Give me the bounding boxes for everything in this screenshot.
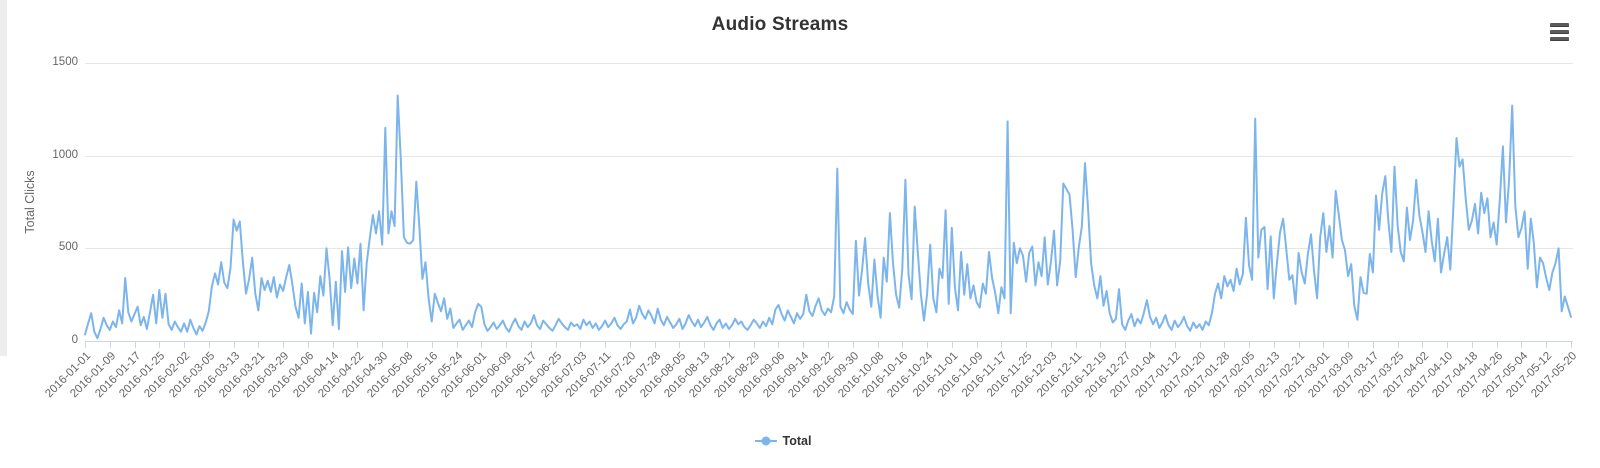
x-tick-mark	[1397, 342, 1399, 348]
page-edge-strip	[0, 0, 7, 356]
hamburger-icon	[1549, 37, 1569, 41]
legend-marker-icon	[754, 436, 777, 446]
x-tick-mark	[208, 342, 210, 348]
hamburger-icon	[1549, 23, 1569, 27]
x-tick-mark	[704, 342, 706, 348]
x-tick-mark	[332, 342, 334, 348]
x-tick-mark	[1149, 342, 1151, 348]
chart-context-menu-button[interactable]	[1546, 21, 1572, 43]
x-tick-mark	[456, 342, 458, 348]
x-tick-mark	[1273, 342, 1275, 348]
y-tick-label: 0	[71, 334, 78, 346]
x-tick-mark	[1298, 342, 1300, 348]
x-tick-mark	[481, 342, 483, 348]
legend: Total	[0, 434, 1600, 448]
x-tick-mark	[1447, 342, 1449, 348]
x-tick-mark	[1224, 342, 1226, 348]
x-tick-mark	[679, 342, 681, 348]
x-tick-mark	[109, 342, 111, 348]
x-tick-mark	[852, 342, 854, 348]
x-tick-mark	[555, 342, 557, 348]
y-gridline	[85, 248, 1573, 250]
x-tick-mark	[1199, 342, 1201, 348]
x-tick-mark	[406, 342, 408, 348]
x-tick-mark	[778, 342, 780, 348]
x-tick-mark	[357, 342, 359, 348]
x-tick-mark	[307, 342, 309, 348]
x-tick-mark	[258, 342, 260, 348]
x-tick-mark	[654, 342, 656, 348]
x-tick-mark	[1075, 342, 1077, 348]
x-tick-mark	[85, 342, 86, 348]
x-tick-mark	[828, 342, 829, 348]
hamburger-icon	[1549, 30, 1569, 34]
series-total-line	[84, 94, 1572, 340]
x-tick-mark	[580, 342, 582, 348]
x-tick-mark	[803, 342, 805, 348]
x-tick-mark	[728, 342, 730, 348]
x-tick-mark	[976, 342, 978, 348]
legend-label: Total	[782, 434, 812, 448]
x-tick-mark	[1372, 342, 1374, 348]
x-tick-mark	[753, 342, 755, 348]
y-tick-label: 500	[58, 241, 78, 254]
x-tick-mark	[1125, 342, 1127, 348]
x-tick-mark	[1050, 342, 1052, 348]
x-tick-mark	[1546, 342, 1548, 348]
x-tick-mark	[1571, 342, 1572, 348]
x-tick-mark	[233, 342, 235, 348]
x-tick-mark	[605, 342, 607, 348]
x-tick-mark	[382, 342, 384, 348]
x-tick-mark	[159, 342, 161, 348]
x-tick-mark	[877, 342, 879, 348]
x-tick-mark	[1100, 342, 1102, 348]
x-axis-line	[85, 341, 1573, 342]
legend-item-total[interactable]: Total	[754, 434, 812, 448]
x-tick-mark	[1323, 342, 1325, 348]
x-tick-mark	[1422, 342, 1424, 348]
x-tick-mark	[283, 342, 285, 348]
y-tick-label: 1500	[52, 56, 78, 68]
x-tick-mark	[1521, 342, 1523, 348]
x-tick-mark	[134, 342, 136, 348]
y-gridline	[85, 155, 1573, 157]
x-tick-mark	[629, 342, 631, 348]
x-tick-mark	[431, 342, 433, 348]
x-tick-mark	[1496, 342, 1498, 348]
x-tick-mark	[506, 342, 508, 348]
x-tick-mark	[1026, 342, 1028, 348]
y-axis-title: Total Clicks	[23, 170, 37, 234]
x-tick-mark	[1348, 342, 1350, 348]
chart-title: Audio Streams	[711, 14, 849, 35]
x-tick-mark	[927, 342, 929, 348]
x-tick-mark	[951, 342, 953, 348]
x-tick-mark	[530, 342, 532, 348]
x-tick-mark	[1471, 342, 1473, 348]
x-tick-mark	[1249, 342, 1251, 348]
y-tick-label: 1000	[52, 148, 78, 161]
x-tick-mark	[1001, 342, 1003, 348]
x-tick-mark	[184, 342, 186, 348]
x-tick-mark	[1174, 342, 1176, 348]
x-tick-mark	[902, 342, 904, 348]
y-gridline	[85, 63, 1573, 64]
